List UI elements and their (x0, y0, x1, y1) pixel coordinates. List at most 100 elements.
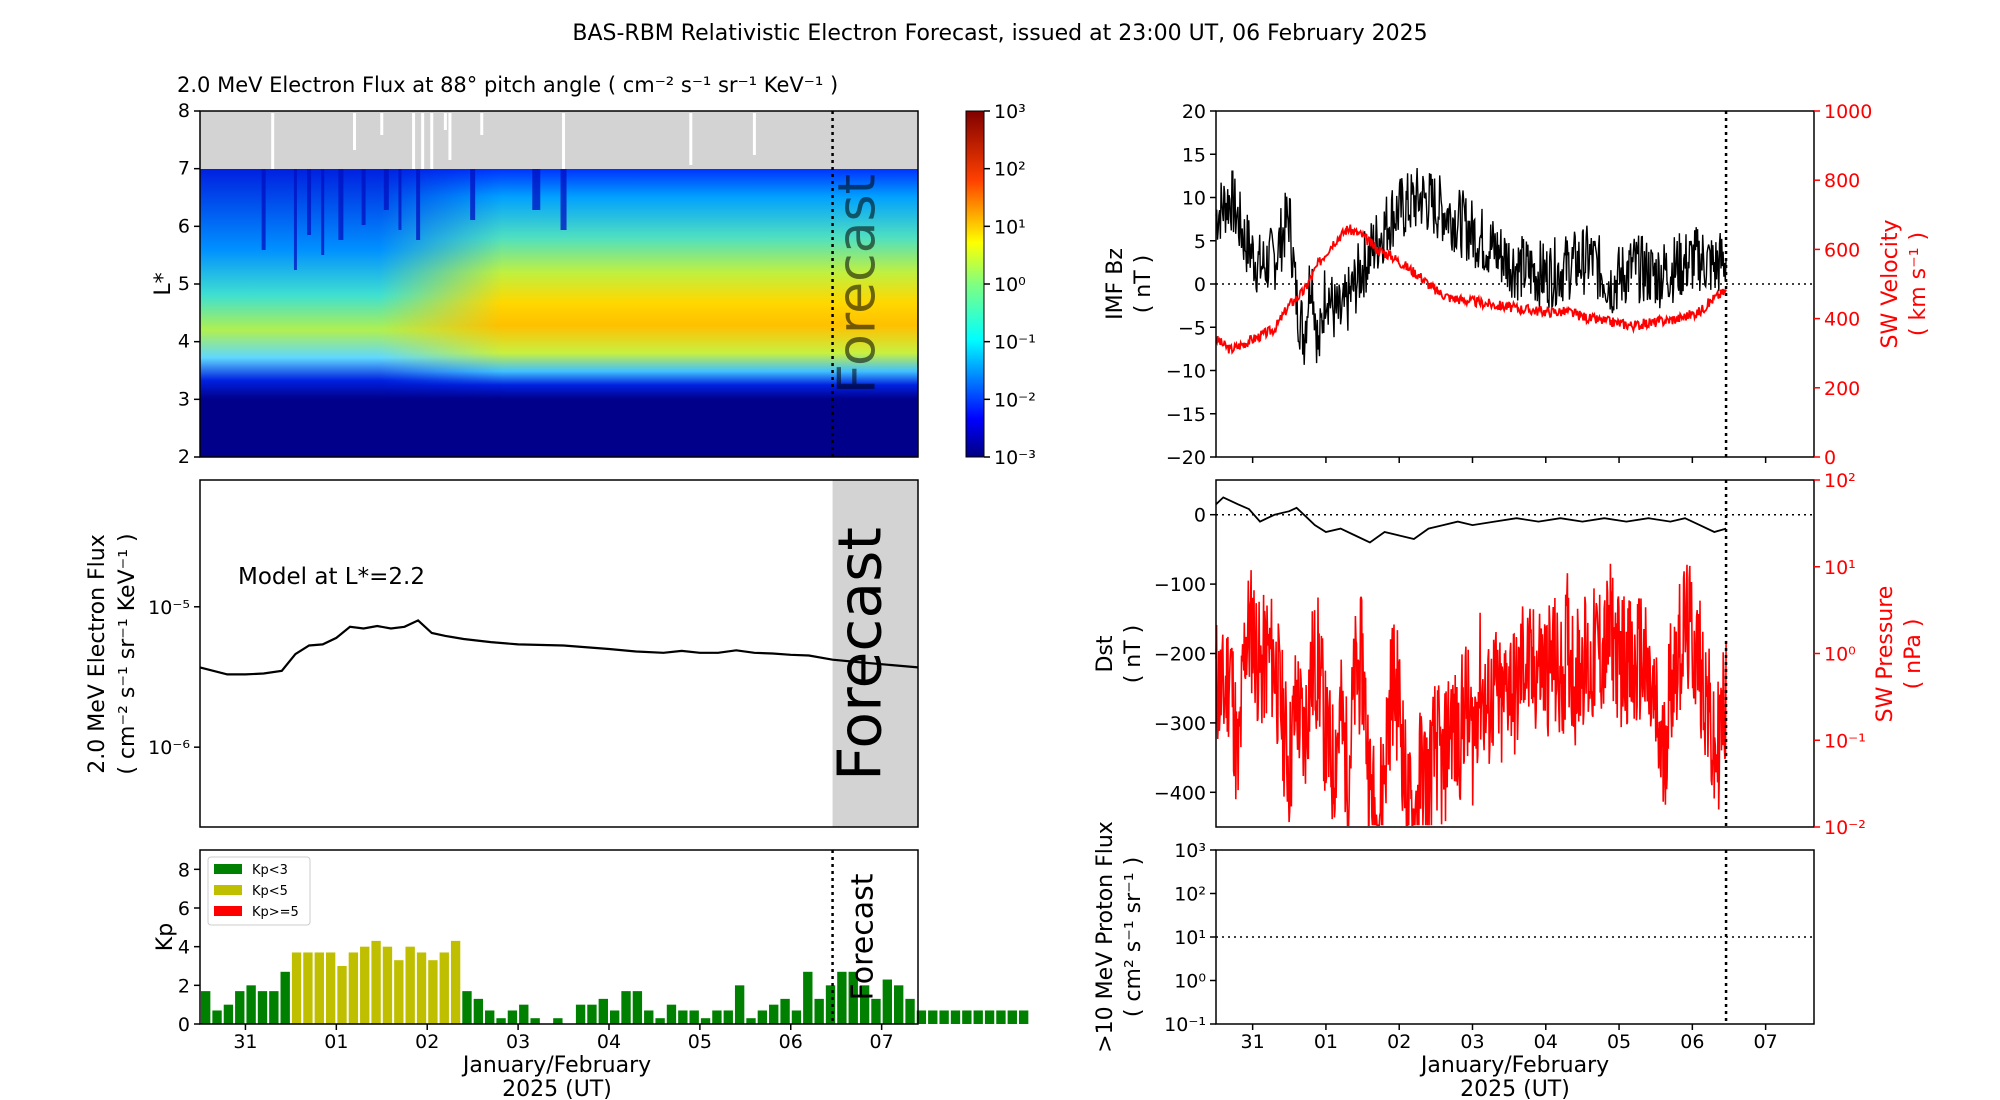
dst-y-tick-label: −400 (1154, 782, 1206, 804)
imf-y-tick-label: 15 (1182, 144, 1206, 166)
kp-bar (348, 952, 359, 1024)
kp-bar (519, 1004, 529, 1024)
imf-y-tick-label: −15 (1166, 404, 1206, 426)
kp-bar (666, 1004, 677, 1024)
proton-x-tick-label: 03 (1460, 1031, 1484, 1053)
imf-y-tick-label: 5 (1194, 231, 1206, 253)
kp-bar (950, 1010, 961, 1024)
kp-bar (360, 946, 370, 1024)
heatmap-y-tick-label: 2 (178, 446, 190, 468)
proton-x-tick-label: 06 (1680, 1031, 1704, 1053)
kp-bar (485, 1010, 495, 1024)
kp-x-tick-label: 31 (233, 1031, 257, 1053)
imf-y-ticks: −20 −15 −10 −5 0 5 10 15 20 (1166, 101, 1216, 469)
kp-bar (746, 1018, 756, 1024)
kp-x-tick-label: 06 (779, 1031, 803, 1053)
kp-bar (973, 1010, 983, 1024)
imf-bz-series (1215, 167, 1727, 365)
kp-x-label-year: 2025 (UT) (502, 1077, 612, 1100)
dst-y-label: Dst (1093, 635, 1118, 672)
heatmap-no-data-region (200, 111, 918, 169)
proton-x-label-year: 2025 (UT) (1460, 1077, 1570, 1100)
flux-line-annotation: Model at L*=2.2 (238, 564, 425, 590)
kp-x-tick-label: 01 (324, 1031, 348, 1053)
dst-y-tick-label: −300 (1154, 713, 1206, 735)
kp-bar (507, 1010, 518, 1024)
sw-pressure-y-units: ( nPa ) (1901, 619, 1926, 690)
heatmap-title: 2.0 MeV Electron Flux at 88° pitch angle… (177, 73, 838, 97)
proton-y-tick-label: 10¹ (1174, 927, 1206, 949)
imf-x-ticks (1251, 457, 1767, 463)
kp-y-label: Kp (153, 923, 178, 951)
kp-y-ticks: 0 2 4 6 8 (178, 859, 200, 1036)
kp-bar (450, 940, 461, 1024)
kp-bar (848, 971, 858, 1024)
colorbar-tick-label: 10⁻² (994, 389, 1036, 411)
flux-heatmap-panel: 2.0 MeV Electron Flux at 88° pitch angle… (151, 73, 1036, 469)
kp-bar (553, 1018, 563, 1024)
figure-title: BAS-RBM Relativistic Electron Forecast, … (572, 21, 1427, 46)
sw-pressure-y-ticks: 10⁻² 10⁻¹ 10⁰ 10¹ 10² (1814, 470, 1866, 839)
kp-bar (496, 1018, 506, 1024)
flux-line-forecast-shade (832, 480, 918, 827)
kp-bar (473, 998, 484, 1024)
kp-bar (291, 952, 302, 1024)
heatmap-y-tick-label: 7 (178, 158, 190, 180)
kp-y-tick-label: 0 (178, 1014, 190, 1036)
sw-pressure-y-tick-label: 10² (1824, 470, 1856, 492)
kp-bar (984, 1010, 995, 1024)
sw-velocity-y-units: ( km s⁻¹ ) (1906, 232, 1931, 336)
colorbar-tick-label: 10³ (994, 101, 1026, 123)
kp-bar (575, 1004, 586, 1024)
kp-bar (223, 1004, 234, 1024)
kp-legend-swatch-mid (214, 885, 242, 895)
sw-velocity-y-tick-label: 800 (1824, 170, 1860, 192)
kp-bar (916, 1010, 927, 1024)
flux-line-y-tick-label: 10⁻⁵ (148, 597, 190, 619)
kp-bar (803, 971, 813, 1024)
flux-line-frame (199, 479, 919, 828)
kp-bar (257, 991, 268, 1024)
dst-series (1215, 496, 1727, 544)
kp-bar (405, 946, 415, 1024)
kp-bar (837, 971, 847, 1024)
kp-forecast-label: Forecast (846, 873, 881, 1000)
kp-y-tick-label: 2 (178, 975, 190, 997)
kp-bar (621, 991, 631, 1024)
proton-y-tick-label: 10⁻¹ (1164, 1014, 1206, 1036)
flux-line-y-ticks: 10⁻⁵ 10⁻⁶ (148, 597, 200, 759)
kp-legend-label-high: Kp>=5 (252, 905, 299, 920)
kp-bar (894, 985, 904, 1024)
kp-bar (337, 966, 347, 1024)
proton-frame (1215, 849, 1815, 1025)
kp-legend: Kp<3 Kp<5 Kp>=5 (207, 856, 311, 926)
kp-bar (303, 952, 313, 1024)
proton-x-label: January/February (1419, 1053, 1609, 1078)
heatmap-forecast-label: Forecast (828, 174, 888, 394)
kp-bar (882, 979, 893, 1024)
kp-bar (428, 960, 438, 1024)
proton-x-tick-label: 04 (1534, 1031, 1558, 1053)
kp-bar (212, 1010, 222, 1024)
kp-bar (825, 985, 836, 1024)
kp-bar (394, 960, 404, 1024)
flux-line-y-tick-label: 10⁻⁶ (148, 737, 190, 759)
kp-bar (416, 952, 427, 1024)
kp-bar (689, 1010, 699, 1024)
proton-x-tick-label: 02 (1387, 1031, 1411, 1053)
kp-bar (996, 1010, 1006, 1024)
kp-bar (814, 998, 824, 1024)
kp-y-tick-label: 8 (178, 859, 190, 881)
imf-y-tick-label: 0 (1194, 274, 1206, 296)
kp-bar (791, 1010, 802, 1024)
colorbar-tick-label: 10⁰ (994, 274, 1026, 296)
heatmap-inner-belt-floor (200, 399, 918, 457)
kp-bar (757, 1010, 768, 1024)
kp-bar (905, 998, 915, 1024)
kp-legend-label-mid: Kp<5 (252, 884, 288, 899)
flux-line-y-units: ( cm⁻² s⁻¹ sr⁻¹ KeV⁻¹ ) (115, 533, 140, 774)
proton-x-tick-label: 31 (1241, 1031, 1265, 1053)
sw-velocity-y-ticks: 0 200 400 600 800 1000 (1814, 101, 1872, 469)
heatmap-y-ticks: 2 3 4 5 6 7 8 (178, 100, 200, 468)
